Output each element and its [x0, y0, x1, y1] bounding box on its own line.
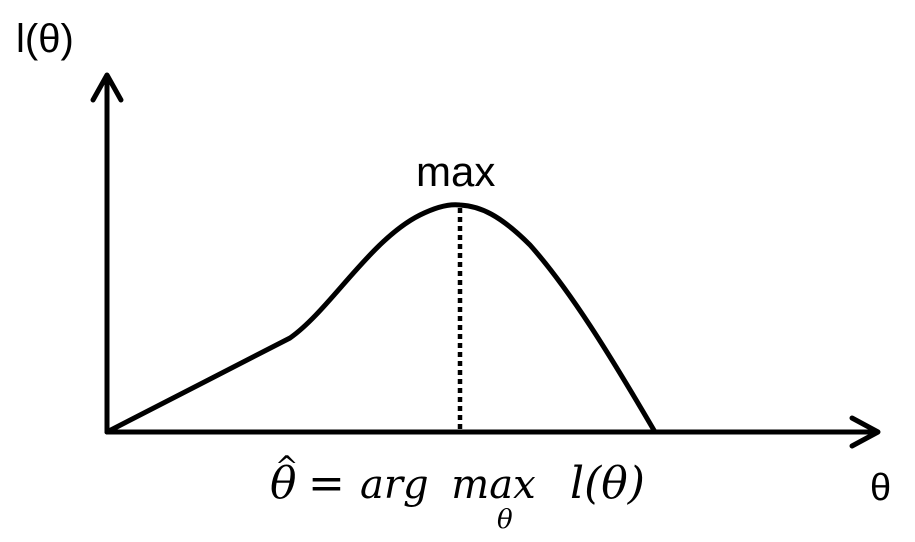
x-axis-arrowhead — [849, 415, 881, 449]
equation-function: l(θ) — [570, 458, 645, 509]
peak-label: max — [416, 148, 495, 195]
equation-hat: ^ — [275, 450, 298, 483]
likelihood-curve — [104, 202, 658, 435]
x-axis-label: θ — [870, 467, 891, 509]
equation-subscript-theta: θ — [497, 505, 513, 535]
equation-theta-hat: θ — [270, 458, 297, 509]
equation-equals: = — [308, 458, 345, 509]
y-axis-label: l(θ) — [16, 17, 74, 61]
y-axis-arrowhead — [90, 72, 124, 103]
equation-argmax: arg max — [360, 462, 536, 508]
argmax-equation: ^ θ = arg max θ l(θ) — [270, 450, 645, 535]
